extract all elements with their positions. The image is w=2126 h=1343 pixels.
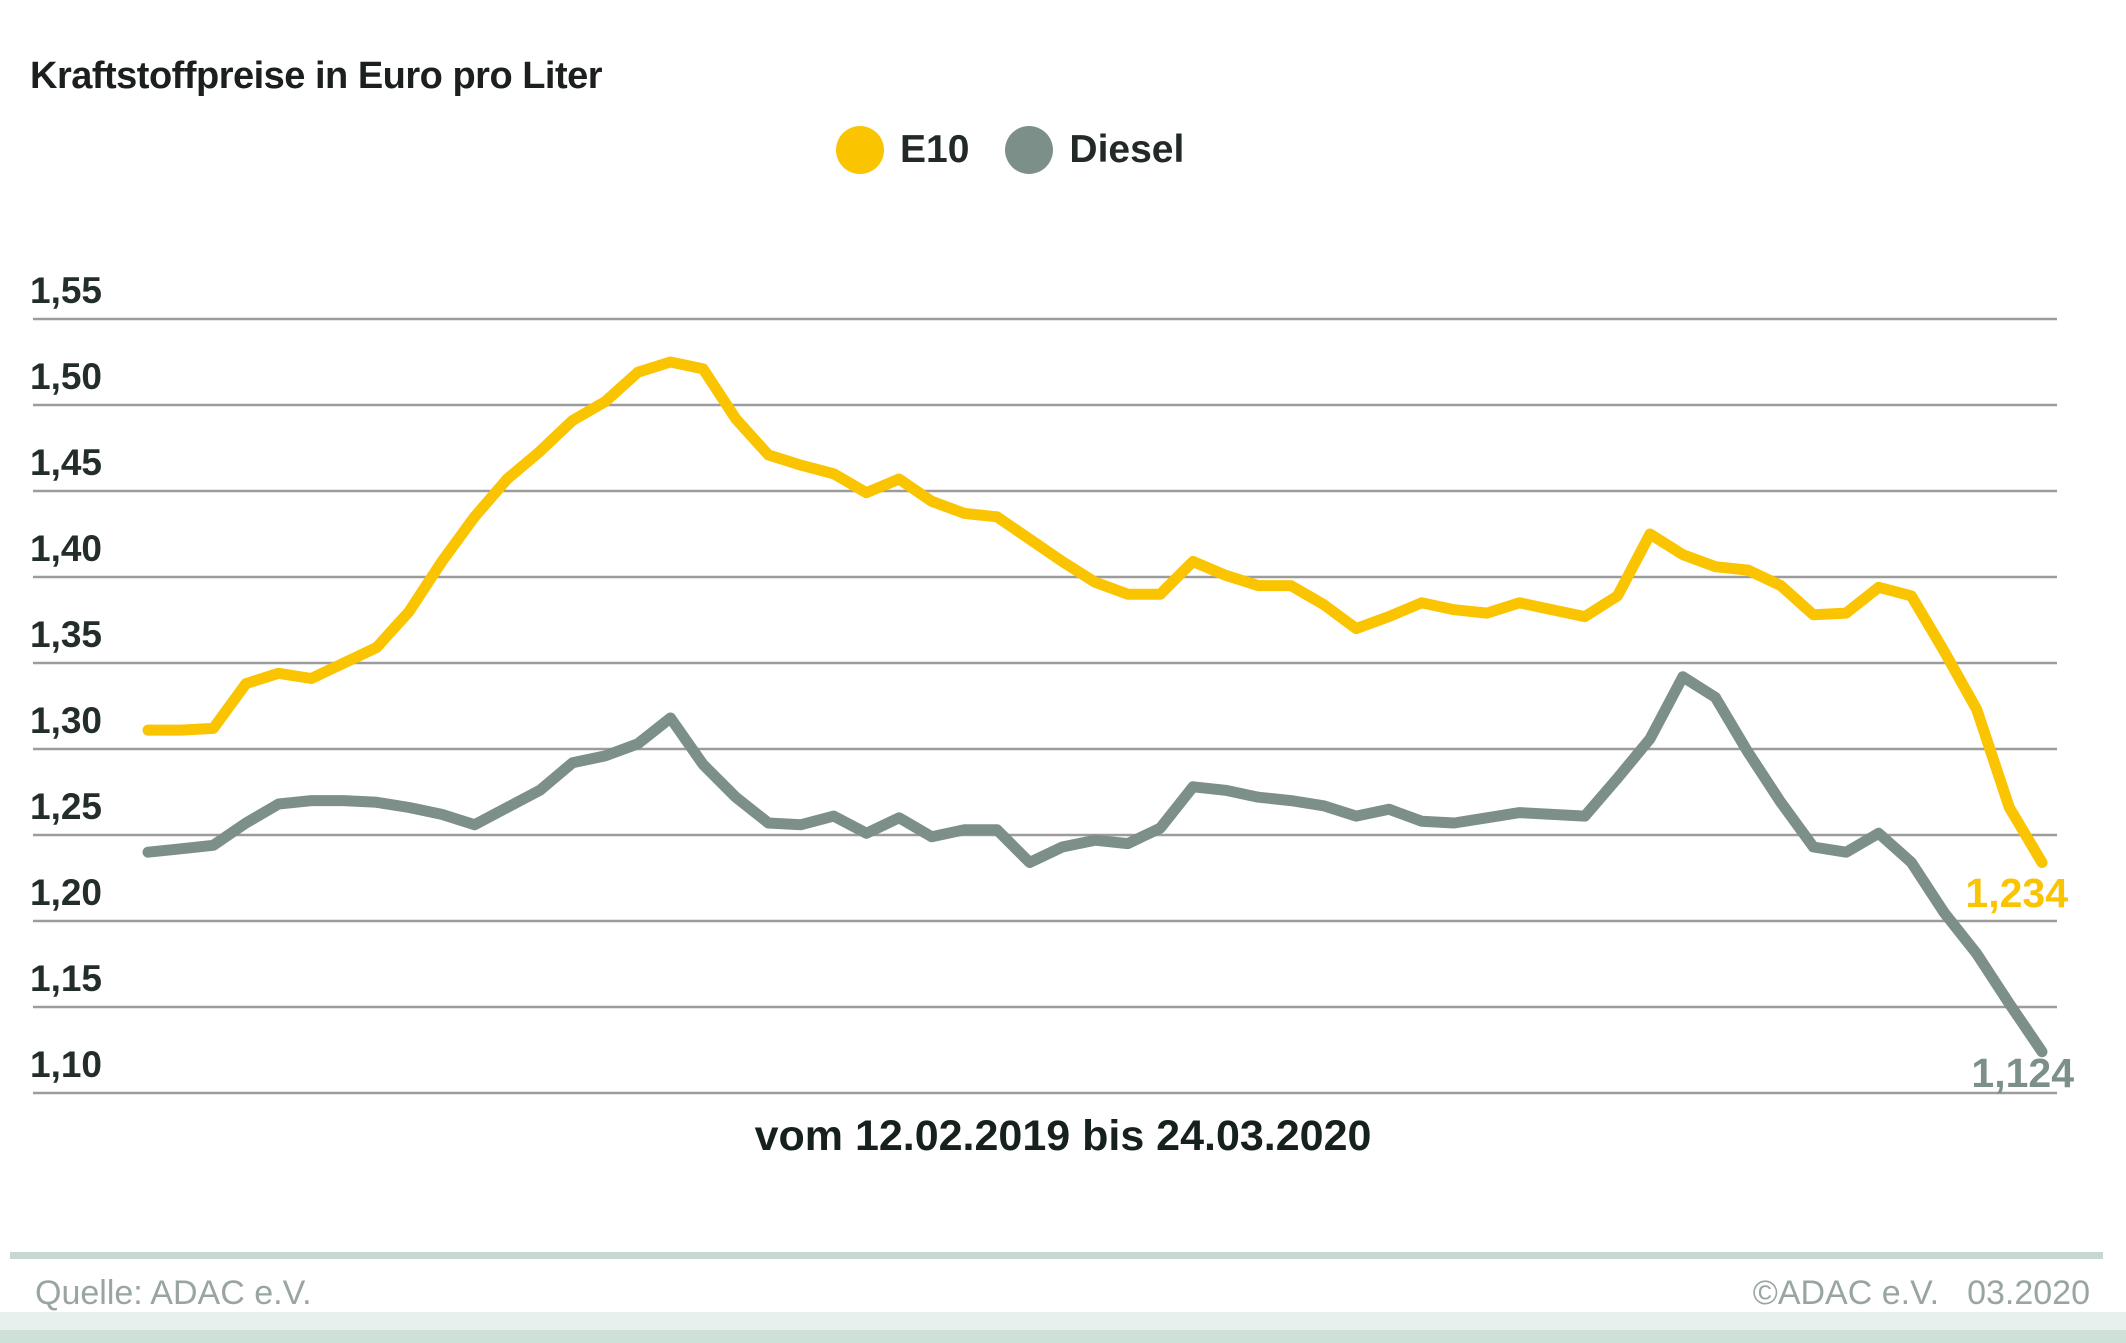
y-tick-label: 1,25: [30, 786, 103, 827]
footer-divider: [10, 1252, 2103, 1259]
legend-item-diesel: Diesel: [1005, 126, 1184, 174]
bottom-strip: [0, 1312, 2126, 1330]
e10-color-dot-icon: [836, 126, 884, 174]
date-range-caption: vom 12.02.2019 bis 24.03.2020: [754, 1112, 1372, 1160]
legend-label-e10: E10: [900, 128, 970, 171]
source-note: Quelle: ADAC e.V.: [35, 1274, 312, 1312]
y-tick-label: 1,55: [30, 270, 103, 311]
chart-title: Kraftstoffpreise in Euro pro Liter: [30, 55, 603, 98]
legend: E10 Diesel: [836, 126, 1184, 174]
copyright-text: ©ADAC e.V.: [1752, 1274, 1940, 1312]
diesel-end-value-label: 1,124: [1971, 1050, 2074, 1096]
series-line-diesel: [142, 671, 2048, 1058]
copyright-note: ©ADAC e.V. 03.2020: [1753, 1274, 2090, 1313]
legend-label-diesel: Diesel: [1069, 128, 1185, 171]
y-tick-label: 1,50: [30, 356, 103, 397]
e10-end-value-label: 1,234: [1965, 870, 2068, 916]
y-tick-label: 1,40: [30, 528, 103, 569]
legend-item-e10: E10: [836, 126, 969, 174]
copyright-date: 03.2020: [1967, 1274, 2090, 1312]
series-line-e10: [142, 356, 2048, 868]
y-tick-label: 1,45: [30, 442, 103, 483]
y-tick-label: 1,15: [30, 958, 103, 999]
y-tick-label: 1,10: [30, 1044, 103, 1085]
y-tick-label: 1,20: [30, 872, 103, 913]
diesel-color-dot-icon: [1005, 126, 1054, 174]
y-tick-label: 1,30: [30, 700, 103, 741]
y-tick-label: 1,35: [30, 614, 103, 655]
bottom-accent-bar: [0, 1330, 2126, 1343]
